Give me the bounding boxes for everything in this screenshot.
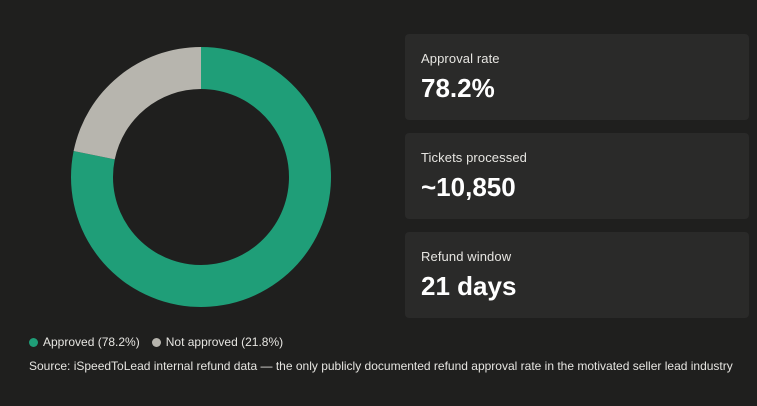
stat-value: 21 days [421, 271, 517, 301]
source-note: Source: iSpeedToLead internal refund dat… [29, 359, 733, 373]
donut-slice-not-approved [73, 47, 201, 160]
stat-label: Approval rate [421, 51, 500, 66]
stat-value: 78.2% [421, 73, 495, 103]
legend-swatch-not-approved [151, 337, 161, 347]
chart-legend: Approved (78.2%) Not approved (21.8%) [29, 335, 295, 349]
stat-card-approval-rate: Approval rate 78.2% [405, 34, 749, 120]
stat-card-tickets-processed: Tickets processed ~10,850 [405, 133, 749, 219]
stat-label: Refund window [421, 249, 512, 264]
stat-value: ~10,850 [421, 172, 516, 202]
stat-label: Tickets processed [421, 150, 527, 165]
legend-label-approved: Approved (78.2%) [43, 335, 140, 349]
donut-slice-approved [71, 47, 331, 307]
stats-column: Approval rate 78.2% Tickets processed ~1… [405, 34, 749, 331]
legend-swatch-approved [29, 337, 38, 347]
donut-chart [71, 47, 331, 307]
legend-label-not-approved: Not approved (21.8%) [165, 335, 284, 349]
legend-item-approved: Approved (78.2%) [29, 335, 140, 349]
stat-card-refund-window: Refund window 21 days [405, 232, 749, 318]
legend-item-not-approved: Not approved (21.8%) [151, 335, 284, 349]
